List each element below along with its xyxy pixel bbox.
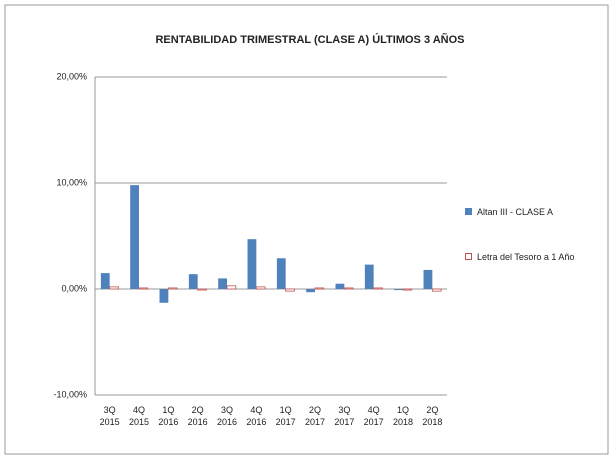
bar: [109, 286, 119, 290]
chart-title: RENTABILIDAD TRIMESTRAL (CLASE A) ÚLTIMO…: [155, 33, 464, 46]
x-tick-label: 1Q 2016: [158, 405, 178, 427]
x-tick-label-line: 1Q: [162, 405, 174, 415]
x-tick-label-line: 2015: [100, 417, 120, 427]
x-tick-label: 4Q 2015: [129, 405, 149, 427]
legend-swatch: [465, 208, 472, 215]
bar: [364, 264, 374, 289]
x-tick-label: 4Q 2017: [364, 405, 384, 427]
x-tick-label: 4Q 2016: [246, 405, 266, 427]
bar: [335, 283, 345, 289]
bar: [226, 285, 237, 290]
bar: [394, 289, 403, 291]
bar: [402, 288, 413, 291]
x-tick-label-line: 2017: [305, 417, 325, 427]
x-tick-label-line: 2016: [188, 417, 208, 427]
bar: [423, 269, 433, 289]
x-tick-label-line: 2Q: [309, 405, 321, 415]
x-tick-label: 3Q 2015: [100, 405, 120, 427]
bar: [100, 273, 110, 289]
bar: [138, 287, 149, 290]
x-tick-label-line: 2Q: [192, 405, 204, 415]
bar: [188, 274, 198, 289]
bar: [306, 289, 315, 293]
legend-swatch: [465, 253, 472, 260]
y-tick-label: 0,00%: [61, 283, 87, 293]
x-tick-label-line: 3Q: [338, 405, 350, 415]
x-tick-label-line: 4Q: [133, 405, 145, 415]
x-tick-label-line: 2015: [129, 417, 149, 427]
chart-border: [4, 4, 609, 455]
x-tick-label-line: 2Q: [426, 405, 438, 415]
x-tick-label-line: 4Q: [250, 405, 262, 415]
x-tick-label: 1Q 2018: [393, 405, 413, 427]
bar: [218, 278, 227, 289]
x-tick-label-line: 2017: [334, 417, 354, 427]
x-tick-label: 3Q 2016: [217, 405, 237, 427]
bar: [285, 288, 295, 292]
bar: [343, 287, 354, 290]
x-tick-label-line: 4Q: [368, 405, 380, 415]
legend-label: Altan III - CLASE A: [477, 207, 554, 217]
x-tick-label-line: 2018: [422, 417, 442, 427]
x-tick-label: 3Q 2017: [334, 405, 354, 427]
x-tick-label-line: 2018: [393, 417, 413, 427]
bar: [197, 288, 207, 291]
x-tick-label: 1Q 2017: [276, 405, 296, 427]
bar: [431, 288, 442, 292]
x-tick-label: 2Q 2017: [305, 405, 325, 427]
bar: [373, 287, 383, 290]
y-tick-label: 10,00%: [56, 177, 87, 187]
bar: [159, 289, 169, 303]
x-tick-label-line: 3Q: [221, 405, 233, 415]
x-tick-label-line: 3Q: [104, 405, 116, 415]
y-tick-label: 20,00%: [56, 71, 87, 81]
bar: [167, 287, 178, 290]
x-tick-label-line: 2017: [276, 417, 296, 427]
x-tick-label-line: 2017: [364, 417, 384, 427]
bar: [276, 258, 286, 289]
x-tick-label-line: 1Q: [397, 405, 409, 415]
bar: [314, 287, 325, 290]
x-tick-label-line: 2016: [217, 417, 237, 427]
legend-entry: Altan III - CLASE A: [465, 207, 580, 217]
x-tick-label: 2Q 2018: [422, 405, 442, 427]
bar: [255, 286, 266, 290]
bar: [247, 239, 257, 289]
legend-label: Letra del Tesoro a 1 Año: [477, 252, 575, 262]
legend-entry: Letra del Tesoro a 1 Año: [465, 252, 580, 262]
x-tick-label-line: 1Q: [280, 405, 292, 415]
bar: [130, 185, 139, 289]
y-tick-label: -10,00%: [53, 389, 87, 399]
x-tick-label-line: 2016: [158, 417, 178, 427]
x-tick-label-line: 2016: [246, 417, 266, 427]
x-tick-label: 2Q 2016: [188, 405, 208, 427]
